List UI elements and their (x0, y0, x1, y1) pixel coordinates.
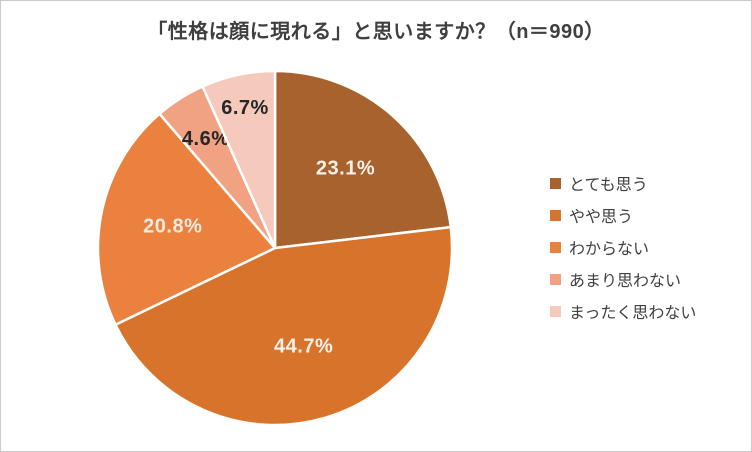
legend-marker-2 (550, 241, 561, 253)
pie-slice-0 (273, 69, 453, 250)
legend-label-1: やや思う (569, 209, 634, 226)
legend-label-4: まったく思わない (569, 305, 697, 322)
legend-marker-4 (550, 305, 561, 317)
legend-label-0: とても思う (569, 177, 648, 194)
legend-item-4: まったく思わない (550, 300, 696, 322)
pie-slice-1 (114, 225, 454, 427)
legend-item-2: わからない (550, 236, 696, 258)
pie-slice-2 (96, 112, 277, 326)
legend-label-3: あまり思わない (569, 273, 682, 290)
legend-item-1: やや思う (550, 204, 696, 226)
legend-item-0: とても思う (550, 172, 696, 194)
legend: とても思うやや思うわからないあまり思わない まったく思わない (550, 172, 696, 322)
legend-label-2: わからない (569, 241, 650, 258)
pie-label-1: 44.7% (274, 336, 333, 358)
legend-item-3: あまり思わない (550, 268, 696, 290)
pie-label-0: 23.1% (316, 158, 375, 180)
chart-title: 「性格は顔に現れる」と思いますか？（n＝990） (147, 21, 605, 43)
pie-slice-4 (201, 69, 277, 250)
pie-label-4: 6.7% (221, 97, 269, 119)
legend-marker-0 (550, 177, 561, 189)
legend-marker-3 (550, 273, 561, 285)
pie-label-3: 4.6% (182, 128, 230, 150)
pie-label-2: 20.8% (143, 216, 202, 238)
legend-marker-1 (550, 209, 561, 221)
